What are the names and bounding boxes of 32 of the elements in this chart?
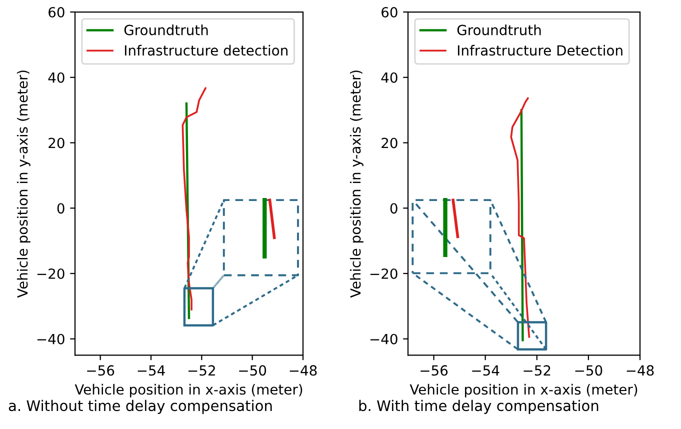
x-axis-title: Vehicle position in x-axis (meter) — [410, 384, 638, 398]
y-tick-label: 60 — [48, 6, 64, 18]
legend-label: Groundtruth — [457, 24, 541, 36]
x-tick-label: −48 — [626, 365, 654, 376]
y-tick-label: 0 — [390, 203, 398, 214]
y-tick-label: 60 — [382, 6, 398, 18]
y-tick-label: −40 — [370, 334, 398, 344]
y-tick-label: 0 — [57, 203, 64, 214]
x-tick-label: −56 — [87, 365, 114, 376]
legend-label: Infrastructure Detection — [458, 44, 622, 56]
text: b. With time delay compensation — [359, 400, 598, 414]
x-tick-label: −54 — [138, 365, 165, 376]
y-tick-label: −20 — [370, 268, 398, 279]
x-axis-title: Vehicle position in x-axis (meter) — [74, 384, 302, 398]
y-tick-label: 40 — [48, 72, 64, 83]
y-tick-label: −40 — [37, 334, 64, 344]
legend-label: Groundtruth — [124, 24, 208, 36]
x-tick-label: −50 — [575, 365, 602, 376]
y-tick-label: 20 — [382, 138, 398, 148]
y-tick-label: 40 — [381, 72, 398, 83]
y-tick-label: −20 — [37, 268, 64, 279]
x-tick-label: −52 — [188, 365, 215, 376]
x-tick-label: −50 — [239, 365, 266, 376]
text: a. Without time delay compensation — [8, 400, 272, 414]
legend-label: Infrastructure detection — [124, 44, 288, 56]
y-axis-title: Vehicle position in y-axis (meter) — [16, 70, 30, 298]
x-tick-label: −52 — [524, 365, 550, 376]
x-tick-label: −48 — [290, 365, 317, 376]
x-tick-label: −56 — [420, 365, 448, 376]
y-tick-label: 20 — [48, 138, 64, 148]
x-tick-label: −54 — [472, 365, 500, 376]
y-axis-title: Vehicle position in y-axis (meter) — [350, 70, 364, 298]
